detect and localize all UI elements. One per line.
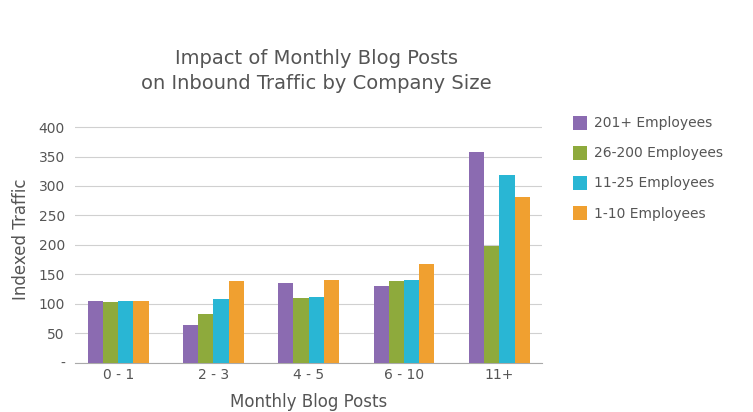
Bar bbox=[419, 264, 434, 363]
Bar bbox=[514, 197, 530, 363]
Bar bbox=[404, 280, 419, 363]
Bar bbox=[389, 281, 404, 363]
Bar bbox=[87, 301, 103, 363]
Bar bbox=[198, 314, 213, 363]
Bar bbox=[309, 297, 324, 363]
Bar bbox=[373, 286, 389, 363]
Text: Impact of Monthly Blog Posts
on Inbound Traffic by Company Size: Impact of Monthly Blog Posts on Inbound … bbox=[141, 49, 492, 94]
Bar bbox=[118, 301, 133, 363]
Bar bbox=[229, 281, 244, 363]
Bar bbox=[133, 301, 148, 363]
Bar bbox=[279, 283, 294, 363]
Y-axis label: Indexed Traffic: Indexed Traffic bbox=[12, 178, 30, 300]
X-axis label: Monthly Blog Posts: Monthly Blog Posts bbox=[230, 393, 387, 411]
Bar bbox=[469, 152, 484, 363]
Bar bbox=[484, 246, 499, 363]
Bar bbox=[103, 302, 118, 363]
Legend: 201+ Employees, 26-200 Employees, 11-25 Employees, 1-10 Employees: 201+ Employees, 26-200 Employees, 11-25 … bbox=[568, 110, 729, 226]
Bar bbox=[294, 298, 309, 363]
Bar bbox=[499, 176, 514, 363]
Bar bbox=[213, 299, 229, 363]
Bar bbox=[324, 280, 339, 363]
Bar bbox=[183, 325, 198, 363]
